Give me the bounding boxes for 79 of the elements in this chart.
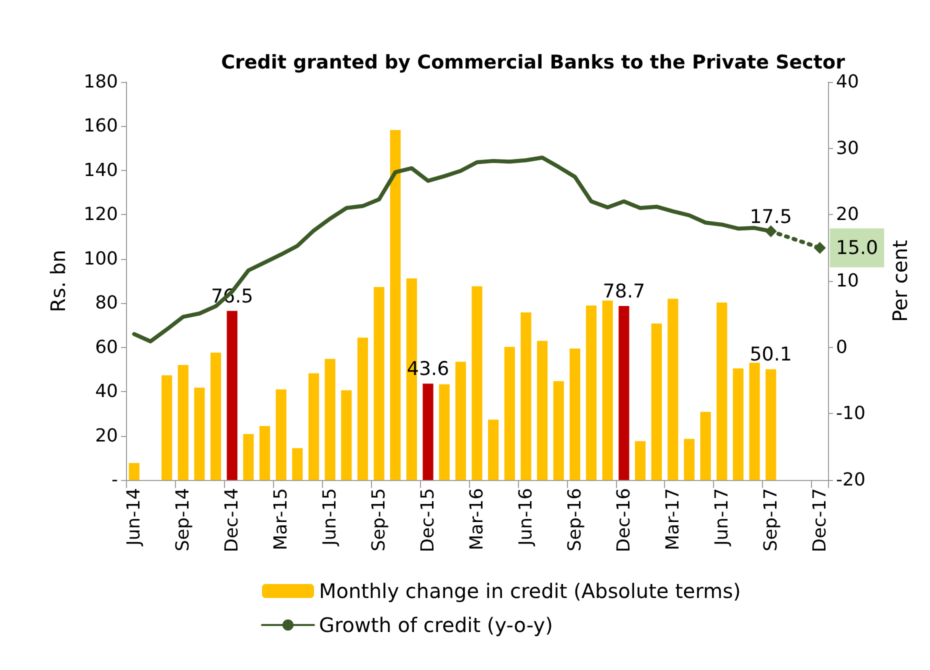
y-tick-label: 60	[95, 336, 118, 358]
bar	[162, 375, 172, 480]
x-tick-label: Mar-17	[662, 488, 684, 550]
bar	[374, 286, 384, 480]
x-tick-label: Dec-17	[809, 488, 830, 552]
x-tick-label: Jun-16	[515, 488, 536, 547]
bar	[586, 306, 597, 480]
bar	[439, 384, 450, 480]
y2-tick-label: 20	[836, 204, 859, 226]
bar	[390, 130, 401, 480]
bar	[276, 389, 286, 480]
bar	[602, 300, 613, 480]
bar	[292, 448, 303, 480]
y2-tick-label: -20	[836, 470, 866, 490]
y2-tick-label: 40	[836, 72, 859, 92]
x-tick-label: Dec-14	[222, 488, 243, 552]
bar	[504, 346, 515, 480]
y2-axis-title: Per cent	[888, 240, 912, 322]
legend-label: Growth of credit (y-o-y)	[319, 613, 553, 637]
y-tick-label: 20	[95, 425, 118, 446]
data-label: 50.1	[750, 344, 792, 366]
y-tick-label: 180	[84, 72, 118, 92]
x-tick-label: Dec-15	[418, 488, 439, 552]
y-tick-label: 120	[84, 204, 118, 226]
bar	[308, 373, 320, 480]
bar	[732, 368, 744, 480]
bar	[553, 381, 564, 480]
y-tick-label: 40	[95, 381, 118, 402]
x-tick-label: Dec-16	[613, 488, 634, 552]
x-tick-label: Sep-15	[368, 488, 390, 552]
legend-label: Monthly change in credit (Absolute terms)	[319, 579, 741, 603]
x-tick-label: Sep-14	[172, 488, 194, 552]
bar	[634, 441, 646, 480]
x-tick-label: Mar-16	[466, 488, 488, 550]
bar	[243, 434, 254, 480]
y-tick-label: 80	[95, 292, 118, 314]
y2-tick-label: 30	[836, 138, 859, 159]
bar	[324, 358, 336, 480]
bar	[210, 352, 222, 480]
bar	[570, 348, 580, 480]
bar	[684, 438, 695, 480]
data-label: 78.7	[602, 280, 646, 302]
bar	[749, 362, 760, 480]
y-tick-label: -	[112, 470, 118, 490]
bar	[178, 365, 188, 480]
chart-title: Credit granted by Commercial Banks to the Private Sector	[221, 52, 846, 74]
bar	[455, 362, 466, 480]
bar	[716, 302, 728, 480]
bar	[618, 306, 630, 480]
bar	[357, 338, 368, 480]
data-label: 15.0	[836, 236, 878, 259]
y2-tick-label: 0	[836, 336, 848, 358]
data-label: 17.5	[750, 206, 792, 228]
y2-tick-label: 10	[836, 270, 859, 292]
bar	[341, 390, 352, 480]
bar	[488, 420, 499, 480]
bar	[128, 462, 140, 480]
x-tick-label: Sep-16	[564, 488, 586, 552]
y2-tick-label: -10	[836, 403, 866, 424]
bar	[668, 298, 678, 480]
bar	[472, 286, 482, 480]
bar	[700, 412, 711, 480]
x-tick-label: Jun-17	[711, 488, 732, 547]
bar	[766, 369, 776, 480]
x-tick-label: Mar-15	[270, 488, 292, 550]
bar	[536, 340, 548, 480]
bar	[259, 426, 270, 480]
x-tick-label: Jun-14	[124, 488, 145, 547]
bar	[651, 323, 662, 480]
bar	[194, 388, 205, 480]
y-tick-label: 160	[84, 116, 118, 137]
bar	[422, 384, 434, 480]
x-tick-label: Jun-15	[320, 488, 341, 547]
y-tick-label: 140	[84, 160, 118, 181]
x-tick-label: Sep-17	[760, 488, 782, 552]
y-tick-label: 100	[84, 248, 118, 270]
y-axis-title: Rs. bn	[46, 250, 70, 312]
bar	[226, 310, 238, 480]
bar	[520, 312, 532, 480]
